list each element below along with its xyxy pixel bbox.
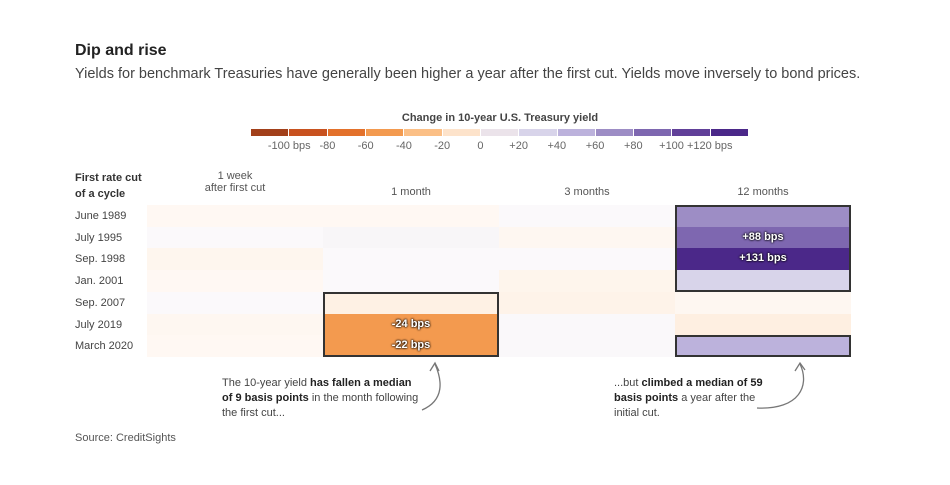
arrowhead-left <box>429 361 440 372</box>
heatmap-cell <box>675 291 851 314</box>
chart-title: Dip and rise <box>75 42 167 59</box>
heatmap-cell <box>499 248 675 271</box>
note-text: The 10-year yield <box>222 377 311 389</box>
heatmap-cell <box>323 313 499 336</box>
cell-value-label: -24 bps <box>391 317 431 330</box>
heatmap-cell <box>147 291 323 314</box>
arrow-left <box>421 363 441 411</box>
heatmap-cell <box>675 226 851 249</box>
row-label: March 2020 <box>75 340 134 353</box>
note-text: in the month following the first cut... <box>222 392 419 419</box>
heatmap-cell <box>499 226 675 249</box>
column-header: 3 months <box>564 186 610 198</box>
annotation-left: The 10-year yield has fallen a median of… <box>222 376 422 421</box>
legend-swatch <box>672 129 710 136</box>
legend-swatch <box>289 129 327 136</box>
heatmap-cell <box>499 291 675 314</box>
legend-tick: -60 <box>357 140 374 152</box>
row-label: Jan. 2001 <box>75 275 124 288</box>
row-header-line: First rate cut <box>75 172 142 184</box>
heatmap-cell <box>147 335 323 358</box>
column-header: 1 month <box>391 186 431 198</box>
note-bold: has fallen a median of 9 basis points <box>222 377 412 404</box>
heatmap-cell <box>323 248 499 271</box>
row-label: June 1989 <box>75 210 127 222</box>
heatmap-cell <box>147 248 323 271</box>
legend-tick: -100 bps <box>267 140 311 152</box>
heatmap-cell <box>675 248 851 271</box>
legend-tick: 0 <box>477 140 484 152</box>
heatmap-cell <box>323 270 499 293</box>
legend-tick: +80 <box>623 140 643 152</box>
legend-tick: +20 <box>509 140 528 152</box>
highlight-box <box>323 291 499 357</box>
heatmap-cell <box>675 335 851 358</box>
legend-swatch <box>327 129 365 136</box>
legend-swatch <box>442 129 480 136</box>
legend-swatch <box>595 129 634 136</box>
cell-value-label: -22 bps <box>391 339 431 352</box>
legend-tick: +120 bps <box>686 140 733 152</box>
heatmap-cell <box>499 205 675 228</box>
chart-subtitle: Yields for benchmark Treasuries have gen… <box>75 66 861 82</box>
heatmap-cell <box>499 270 675 293</box>
heatmap-cell <box>323 205 499 228</box>
heatmap-cell <box>323 291 499 314</box>
legend-tick: +60 <box>585 140 605 152</box>
highlight-box <box>675 205 851 292</box>
heatmap-cell <box>147 270 323 293</box>
source-note: Source: CreditSights <box>75 432 176 444</box>
legend-swatch <box>557 129 595 136</box>
arrow-right <box>756 363 805 409</box>
row-label: Sep. 2007 <box>75 296 126 309</box>
row-header: First rate cut of a cycle <box>75 170 142 202</box>
legend-tick: -40 <box>395 140 412 152</box>
row-label: Sep. 1998 <box>75 253 126 266</box>
note-bold: climbed a median of 59 basis points <box>614 377 763 404</box>
heatmap-cell <box>675 313 851 336</box>
heatmap-cell <box>147 313 323 336</box>
legend-title: Change in 10-year U.S. Treasury yield <box>401 112 599 124</box>
column-header: 12 months <box>737 186 789 198</box>
legend-swatch <box>519 129 557 136</box>
row-label: July 1995 <box>75 231 123 244</box>
heatmap-cell <box>147 205 323 228</box>
column-header: 1 week after first cut <box>204 170 266 194</box>
annotation-right: ...but climbed a median of 59 basis poin… <box>614 376 764 421</box>
legend-swatch <box>710 129 749 136</box>
arrowhead-right <box>794 361 806 372</box>
note-text: a year after the initial cut. <box>614 392 756 419</box>
heatmap-cell <box>499 313 675 336</box>
heatmap-cell <box>675 270 851 293</box>
legend-swatch <box>251 129 289 136</box>
row-header-line: of a cycle <box>75 188 126 200</box>
legend-swatch <box>365 129 404 136</box>
legend-swatch <box>634 129 672 136</box>
legend-tick: -20 <box>434 140 451 152</box>
legend-tick: +40 <box>547 140 567 152</box>
note-text: ...but <box>614 377 642 389</box>
highlight-box <box>675 335 851 357</box>
heatmap-cell <box>323 335 499 358</box>
legend-tick: -80 <box>319 140 336 152</box>
legend-swatch <box>480 129 519 136</box>
heatmap-cell <box>499 335 675 358</box>
cell-value-label: +88 bps <box>742 230 784 243</box>
legend-swatch <box>404 129 442 136</box>
heatmap-cell <box>147 226 323 249</box>
cell-value-label: +131 bps <box>739 252 787 265</box>
row-label: July 2019 <box>75 318 123 331</box>
heatmap-cell <box>323 226 499 249</box>
heatmap-cell <box>675 205 851 228</box>
color-legend <box>251 129 749 136</box>
legend-tick: +100 <box>659 140 684 152</box>
